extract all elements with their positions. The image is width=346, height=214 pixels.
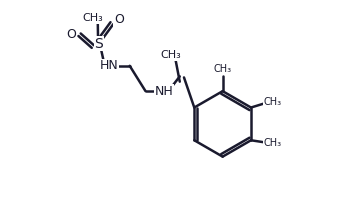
Text: CH₃: CH₃	[83, 13, 103, 23]
Text: O: O	[114, 13, 124, 27]
Text: CH₃: CH₃	[213, 64, 232, 74]
Text: NH: NH	[155, 85, 173, 98]
Text: S: S	[94, 37, 103, 51]
Text: O: O	[67, 28, 76, 41]
Text: HN: HN	[99, 59, 118, 72]
Text: CH₃: CH₃	[264, 138, 282, 149]
Text: CH₃: CH₃	[161, 50, 181, 60]
Text: CH₃: CH₃	[264, 97, 282, 107]
